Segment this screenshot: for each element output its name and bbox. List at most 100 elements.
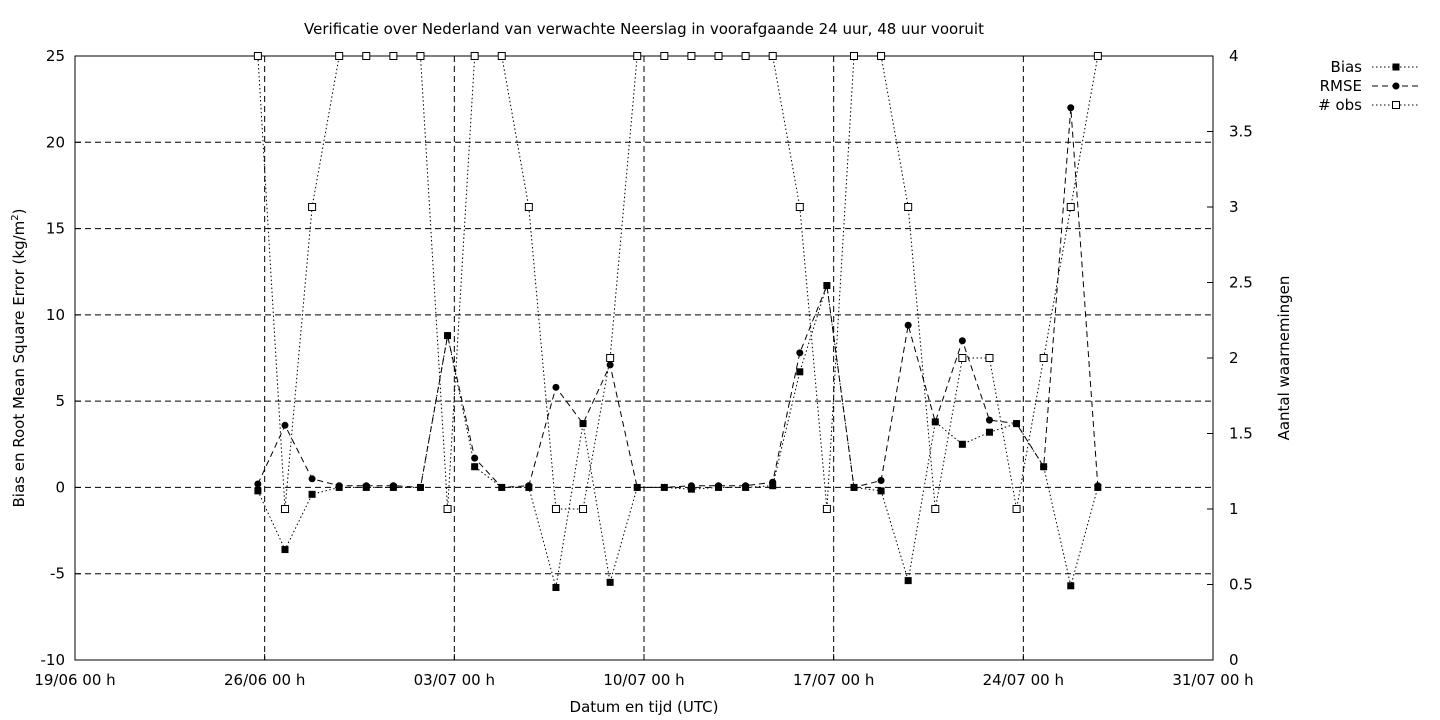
- rmse-point: [1094, 482, 1102, 490]
- bias-point: [552, 584, 560, 592]
- obs-point: [1039, 354, 1048, 362]
- obs-point: [768, 52, 777, 60]
- bias-point: [796, 368, 804, 376]
- obs-point: [985, 354, 994, 362]
- y2-tick-label: 2: [1229, 349, 1239, 367]
- rmse-point: [742, 482, 750, 490]
- y2-tick-label: 2.5: [1229, 274, 1253, 292]
- rmse-point: [335, 482, 343, 490]
- obs-point: [606, 354, 615, 362]
- obs-point: [497, 52, 506, 60]
- rmse-point: [931, 418, 939, 426]
- rmse-point: [552, 383, 560, 391]
- obs-point: [253, 52, 262, 60]
- obs-point: [714, 52, 723, 60]
- x-tick-label: 19/06 00 h: [34, 671, 115, 689]
- rmse-point: [471, 454, 479, 462]
- legend-label: Bias: [1331, 58, 1363, 76]
- bias-point: [1067, 582, 1075, 590]
- rmse-point: [1067, 104, 1075, 112]
- obs-point: [1012, 505, 1021, 513]
- x-tick-label: 26/06 00 h: [224, 671, 305, 689]
- rmse-point: [416, 483, 424, 491]
- obs-point: [443, 505, 452, 513]
- rmse-point: [362, 482, 370, 490]
- rmse-point: [687, 482, 695, 490]
- rmse-point: [633, 483, 641, 491]
- x-tick-label: 31/07 00 h: [1172, 671, 1253, 689]
- rmse-point: [606, 361, 614, 369]
- bias-point: [606, 578, 614, 586]
- bias-point: [471, 463, 479, 471]
- bias-point: [958, 440, 966, 448]
- rmse-point: [1040, 463, 1048, 471]
- rmse-point: [254, 480, 262, 488]
- x-tick-label: 03/07 00 h: [414, 671, 495, 689]
- obs-point: [687, 52, 696, 60]
- x-tick-label: 17/07 00 h: [793, 671, 874, 689]
- obs-point: [822, 505, 831, 513]
- obs-point: [335, 52, 344, 60]
- y-axis-label-sup: 2: [10, 214, 21, 220]
- bias-point: [904, 577, 912, 585]
- rmse-point: [823, 282, 831, 290]
- y2-axis-label: Aantal waarnemingen: [1275, 276, 1293, 441]
- y2-tick-label: 0.5: [1229, 576, 1253, 594]
- obs-point: [877, 52, 886, 60]
- obs-point: [633, 52, 642, 60]
- rmse-point: [904, 321, 912, 329]
- rmse-point: [877, 477, 885, 485]
- y-tick-label: 5: [55, 392, 65, 410]
- obs-point: [524, 203, 533, 211]
- legend-marker: [1392, 101, 1400, 109]
- rmse-point: [281, 421, 289, 429]
- y-tick-label: 25: [46, 47, 65, 65]
- rmse-point: [985, 416, 993, 424]
- rmse-point: [660, 483, 668, 491]
- rmse-point: [796, 349, 804, 357]
- rmse-point: [958, 337, 966, 345]
- obs-point: [958, 354, 967, 362]
- rmse-point: [389, 482, 397, 490]
- y-tick-label: 0: [55, 478, 65, 496]
- bias-point: [985, 428, 993, 436]
- y-tick-label: 15: [46, 220, 65, 238]
- obs-point: [660, 52, 669, 60]
- series-bias: [254, 282, 1102, 592]
- rmse-point: [498, 483, 506, 491]
- y-axis-label-main: Bias en Root Mean Square Error (kg/m: [10, 221, 28, 508]
- obs-point: [470, 52, 479, 60]
- grid: [75, 56, 1213, 660]
- y2-tick-label: 3.5: [1229, 123, 1253, 141]
- obs-line: [257, 55, 1099, 510]
- obs-point: [1093, 52, 1102, 60]
- obs-point: [416, 52, 425, 60]
- y-tick-label: 20: [46, 133, 65, 151]
- legend-label: RMSE: [1320, 77, 1362, 95]
- obs-point: [389, 52, 398, 60]
- series-obs: [253, 52, 1102, 513]
- series-layer: [253, 52, 1102, 592]
- obs-point: [308, 203, 317, 211]
- rmse-point: [769, 478, 777, 486]
- rmse-point: [1013, 420, 1021, 428]
- y2-tick-label: 4: [1229, 47, 1239, 65]
- rmse-point: [308, 475, 316, 483]
- rmse-point: [579, 420, 587, 428]
- y2-tick-label: 1: [1229, 500, 1239, 518]
- obs-point: [1066, 203, 1075, 211]
- ticks: 19/06 00 h 26/06 00 h 03/07 00 h 10/07 00 h…: [34, 47, 1253, 689]
- obs-point: [904, 203, 913, 211]
- bias-point: [281, 546, 289, 554]
- obs-point: [362, 52, 371, 60]
- y-axis-label: Bias en Root Mean Square Error (kg/m2): [10, 209, 28, 508]
- obs-point: [280, 505, 289, 513]
- rmse-point: [525, 482, 533, 490]
- y2-tick-label: 0: [1229, 651, 1239, 669]
- y-axis-label-close: ): [10, 209, 28, 215]
- legend-marker: [1392, 63, 1400, 71]
- bias-line: [257, 285, 1099, 588]
- legend-marker: [1392, 82, 1400, 90]
